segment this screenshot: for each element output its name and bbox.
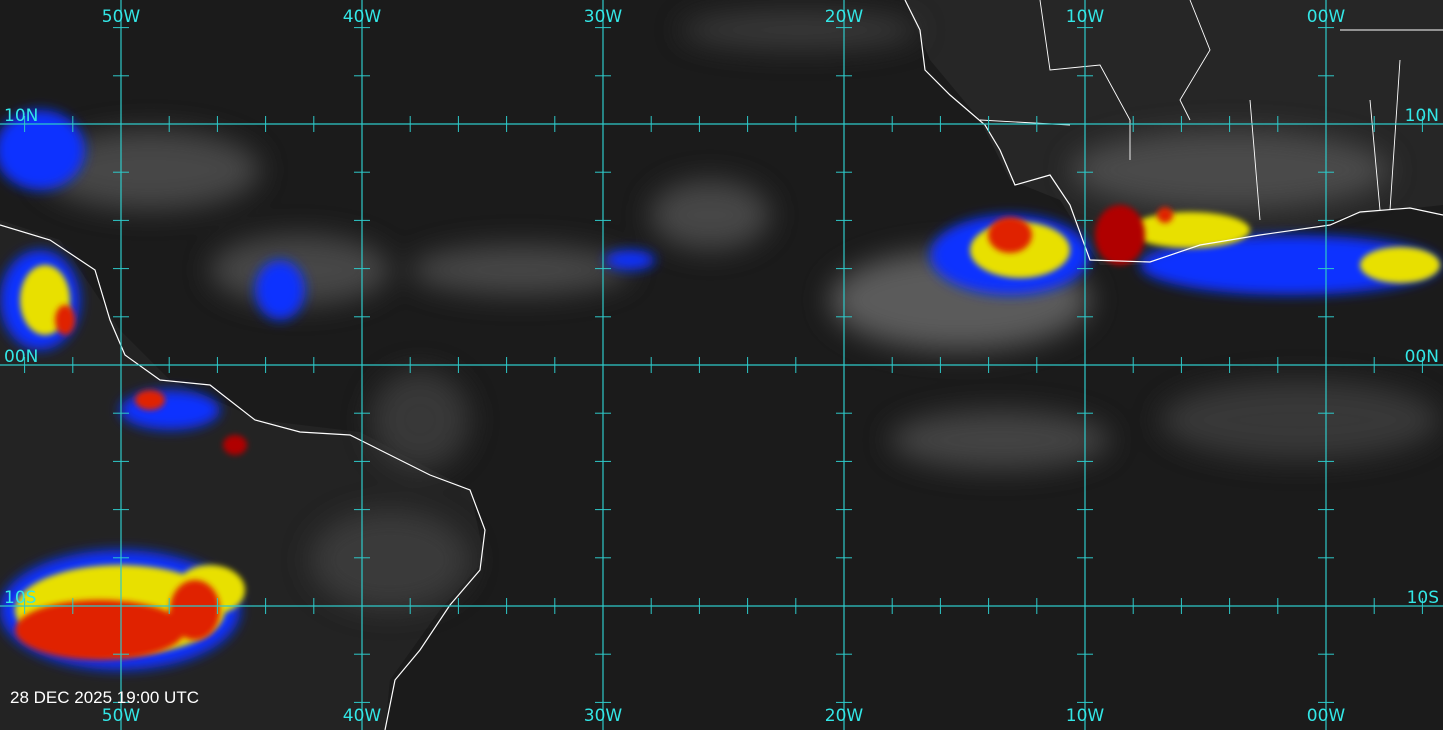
longitude-label: 30W xyxy=(584,7,623,27)
cloud-layer xyxy=(40,10,1440,610)
longitude-label: 00W xyxy=(1307,706,1346,726)
latitude-label: 10N xyxy=(4,106,38,126)
longitude-label: 40W xyxy=(343,7,382,27)
longitude-label: 30W xyxy=(584,706,623,726)
convection xyxy=(0,110,1440,670)
latitude-label: 10N xyxy=(1405,106,1439,126)
longitude-label: 10W xyxy=(1066,706,1105,726)
timestamp: 28 DEC 2025 19:00 UTC xyxy=(10,688,199,707)
longitude-label: 00W xyxy=(1307,7,1346,27)
latitude-label: 10S xyxy=(1407,588,1439,608)
longitude-label: 20W xyxy=(825,706,864,726)
coastline xyxy=(0,224,486,730)
labels: 50W 50W 40W 40W 30W 30W 20W 20W 10W 10W 00W 00W 10N 1… xyxy=(4,7,1439,726)
latitude-label: 00N xyxy=(1405,347,1439,367)
longitude-label: 10W xyxy=(1066,7,1105,27)
latitude-label: 00N xyxy=(4,347,38,367)
longitude-label: 40W xyxy=(343,706,382,726)
latitude-label: 10S xyxy=(4,588,36,608)
longitude-label: 20W xyxy=(825,7,864,27)
border xyxy=(979,0,1443,221)
coastline xyxy=(904,0,1443,263)
longitude-label: 50W xyxy=(102,706,141,726)
longitude-label: 50W xyxy=(102,7,141,27)
